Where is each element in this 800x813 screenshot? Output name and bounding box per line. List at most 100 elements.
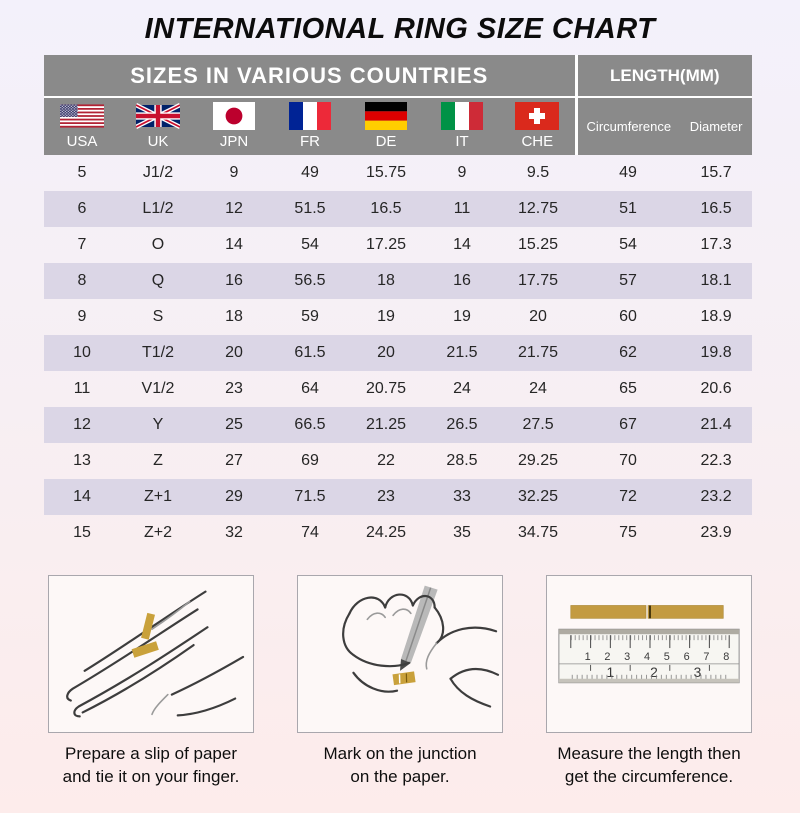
page-title: INTERNATIONAL RING SIZE CHART — [144, 13, 656, 45]
country-code-label: CHE — [521, 133, 554, 150]
table-row: 10 T1/2 20 61.5 20 21.5 21.75 62 19.8 — [44, 335, 753, 371]
size-cell: 49 — [301, 164, 319, 181]
size-cell: 51.5 — [294, 200, 326, 217]
size-cell: 16 — [453, 272, 471, 289]
size-cell: 72 — [619, 488, 637, 505]
country-code-label: IT — [455, 133, 469, 150]
size-cell: 74 — [301, 524, 319, 541]
size-cell: 9 — [457, 164, 467, 181]
svg-text:5: 5 — [664, 651, 670, 663]
size-cell: S — [152, 308, 164, 325]
size-cell: 60 — [619, 308, 637, 325]
size-cell: 75 — [619, 524, 637, 541]
hand-slip-illustration — [48, 575, 254, 733]
size-cell: O — [151, 236, 165, 253]
size-cell: 19 — [377, 308, 395, 325]
mark-junction-illustration — [297, 575, 503, 733]
size-cell: 32.25 — [518, 488, 559, 505]
size-cell: 54 — [301, 236, 319, 253]
size-cell: 19 — [453, 308, 471, 325]
size-cell: 21.4 — [700, 416, 732, 433]
svg-text:4: 4 — [644, 651, 650, 663]
size-cell: 21.5 — [446, 344, 478, 361]
section-header-row: SIZES IN VARIOUS COUNTRIES LENGTH(MM) — [44, 55, 753, 98]
japan-flag-icon — [212, 102, 256, 130]
table-row: 14 Z+1 29 71.5 23 33 32.25 72 23.2 — [44, 479, 753, 515]
size-cell: 54 — [619, 236, 637, 253]
size-cell: 27 — [225, 452, 243, 469]
size-cell: Y — [152, 416, 164, 433]
size-cell: 17.75 — [518, 272, 559, 289]
size-cell: 21.25 — [365, 416, 407, 433]
size-cell: 49 — [619, 164, 637, 181]
size-cell: 5 — [77, 164, 87, 181]
size-cell: 20 — [377, 344, 395, 361]
instruction-caption: Mark on the junction on the paper. — [297, 742, 503, 789]
size-cell: 51 — [619, 200, 637, 217]
size-cell: 61.5 — [294, 344, 326, 361]
size-cell: 64 — [301, 380, 319, 397]
table-row: 8 Q 16 56.5 18 16 17.75 57 18.1 — [44, 263, 753, 299]
table-row: 11 V1/2 23 64 20.75 24 24 65 20.6 — [44, 371, 752, 407]
size-cell: 9 — [77, 308, 87, 325]
size-cell: 15.25 — [518, 236, 559, 253]
svg-text:8: 8 — [723, 651, 729, 663]
germany-flag-icon — [364, 102, 408, 130]
size-cell: 12.75 — [518, 200, 559, 217]
size-cell: 22.3 — [700, 452, 732, 469]
size-cell: 56.5 — [294, 272, 326, 289]
country-code-label: JPN — [219, 133, 249, 150]
size-cell: 7 — [77, 236, 87, 253]
size-cell: 15.7 — [700, 164, 732, 181]
size-cell: 24.25 — [365, 524, 407, 541]
country-code-label: DE — [375, 133, 397, 150]
size-cell: 20.6 — [700, 380, 732, 397]
svg-text:3: 3 — [694, 664, 702, 680]
size-cell: 9 — [229, 164, 239, 181]
size-cell: 28.5 — [446, 452, 478, 469]
caption-line: on the paper. — [350, 767, 450, 787]
svg-text:2: 2 — [650, 664, 658, 680]
size-cell: L1/2 — [142, 200, 174, 217]
country-column-de: DE — [348, 97, 424, 155]
size-cell: 57 — [619, 272, 637, 289]
country-column-jpn: JPN — [196, 97, 272, 155]
size-cell: 14 — [73, 488, 91, 505]
size-cell: 18.1 — [700, 272, 732, 289]
size-cell: 19.8 — [700, 344, 732, 361]
caption-line: Mark on the junction — [323, 744, 477, 763]
size-cell: 67 — [619, 416, 637, 433]
size-cell: 11 — [453, 200, 471, 217]
instruction-card-mark: Mark on the junction on the paper. — [297, 575, 503, 789]
size-cell: 17.25 — [365, 236, 407, 253]
size-cell: Z — [153, 452, 163, 469]
size-cell: 10 — [73, 344, 91, 361]
size-cell: 6 — [77, 200, 87, 217]
size-cell: Z+2 — [143, 524, 172, 541]
size-cell: 26.5 — [446, 416, 478, 433]
size-cell: 16 — [225, 272, 243, 289]
svg-text:2: 2 — [604, 651, 610, 663]
table-row: 15 Z+2 32 74 24.25 35 34.75 75 23.9 — [44, 515, 752, 551]
size-cell: 59 — [301, 308, 319, 325]
instruction-card-measure: 1 2 3 4 5 6 7 8 1 2 3 — [546, 575, 752, 789]
diameter-column-header: Diameter — [680, 97, 753, 155]
country-column-it: IT — [424, 97, 500, 155]
country-column-usa: USA — [44, 97, 120, 155]
table-row: 13 Z 27 69 22 28.5 29.25 70 22.3 — [44, 443, 752, 479]
size-cell: 16.5 — [370, 200, 402, 217]
instruction-caption: Measure the length then get the circumfe… — [546, 742, 752, 789]
svg-text:6: 6 — [684, 651, 690, 663]
size-cell: J1/2 — [142, 164, 174, 181]
size-cell: 69 — [301, 452, 319, 469]
svg-text:7: 7 — [703, 651, 709, 663]
size-cell: 18 — [377, 272, 395, 289]
caption-line: and tie it on your finger. — [62, 767, 240, 787]
size-cell: 23 — [377, 488, 395, 505]
uk-flag-icon — [136, 102, 180, 130]
size-cell: 24 — [529, 380, 547, 397]
size-cell: 29 — [225, 488, 243, 505]
usa-flag-icon — [60, 102, 104, 130]
size-cell: 23.9 — [700, 524, 732, 541]
table-row: 6 L1/2 12 51.5 16.5 11 12.75 51 16.5 — [44, 191, 753, 227]
